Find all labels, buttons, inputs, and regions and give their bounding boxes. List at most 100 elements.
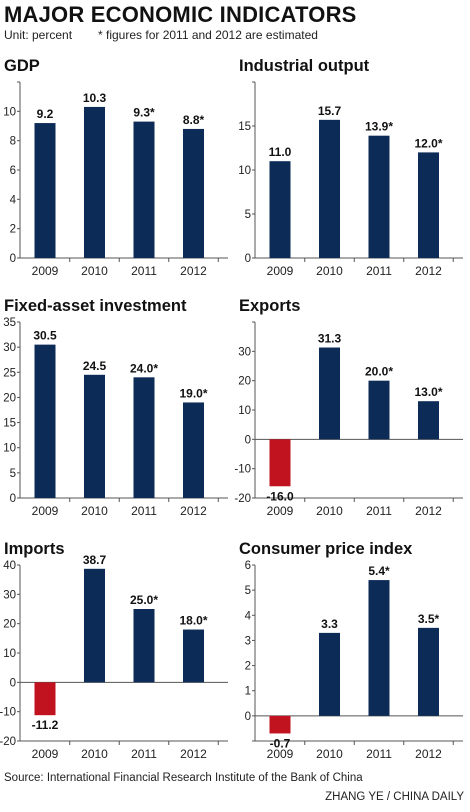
data-label: 9.2 [37,107,54,121]
y-tick-label: 10 [238,405,251,417]
y-tick-label: 4 [245,610,252,622]
x-tick-label: 2009 [267,747,294,761]
bar [319,347,340,440]
data-label: 3.5* [418,612,440,626]
x-tick-label: 2009 [32,264,59,278]
chart-gdp: GDP 0 2 4 6 8 10 9.2 2009 10.3 2010 9.3* 2011 8.8* 201… [3,57,228,278]
bar [133,609,155,683]
x-tick-label: 2009 [32,747,59,761]
y-tick-label: 3 [245,635,251,647]
x-tick-label: 2011 [131,747,157,761]
y-tick-label: 10 [3,648,16,660]
x-tick-label: 2010 [316,747,343,761]
y-tick-label: -10 [234,464,251,476]
page-title: MAJOR ECONOMIC INDICATORS [4,2,357,27]
x-tick-label: 2012 [180,747,207,761]
y-tick-label: 15 [3,418,16,430]
y-tick-label: 35 [3,317,16,329]
chart-title: Consumer price index [239,540,413,558]
bar [133,377,155,498]
x-tick-label: 2010 [81,504,108,518]
y-tick-label: 2 [10,224,16,236]
chart-title: Imports [4,540,65,558]
data-label: 10.3 [83,91,107,105]
y-tick-label: 30 [3,342,16,354]
y-tick-label: 20 [3,619,16,631]
data-label: 9.3* [133,106,155,120]
bar [418,401,439,440]
chart-imports: Imports -20 -10 0 10 20 30 40 -11.2 2009 38.7 2010 2… [0,540,228,761]
y-tick-label: -10 [0,707,16,719]
unit-label: Unit: percent [4,28,73,42]
data-label: 11.0 [269,145,292,159]
chart-title: Fixed-asset investment [4,297,187,315]
y-tick-label: 5 [245,585,251,597]
data-label: 19.0* [179,386,207,400]
y-tick-label: 5 [10,468,16,480]
y-tick-label: 20 [3,392,16,404]
x-tick-label: 2011 [366,264,392,278]
chart-title: GDP [4,57,40,75]
data-label: 38.7 [83,553,107,567]
chart-panel-exports: Exports -20 -10 0 10 20 30 -16.0 2009 31.3 2010 20.… [234,292,470,537]
chart-title: Exports [239,297,300,315]
data-label: -0.7 [270,736,291,750]
chart-fixed-asset-investment: Fixed-asset investment 0 5 10 15 20 25 30 35 30.5… [3,297,228,518]
data-label: 25.0* [130,593,158,607]
chart-panel-industrial-output: Industrial output 0 5 10 15 11.0 2009 15.7 2010 1… [235,52,470,297]
bar [418,627,439,716]
x-tick-label: 2010 [81,747,108,761]
y-tick-label: 40 [3,560,16,572]
x-tick-label: 2011 [131,504,157,518]
bar [34,682,56,716]
x-tick-label: 2010 [316,264,343,278]
x-tick-label: 2012 [415,747,442,761]
credit-line: ZHANG YE / CHINA DAILY [325,791,464,803]
data-label: 15.7 [318,104,342,118]
bar [368,135,390,258]
x-tick-label: 2009 [267,264,294,278]
y-tick-label: 5 [245,209,251,221]
y-tick-label: -20 [0,736,16,748]
bar [269,715,291,734]
chart-panel-gdp: GDP 0 2 4 6 8 10 9.2 2009 10.3 2010 9.3* 2011 8.8* 201… [0,52,235,297]
y-tick-label: 4 [10,194,17,206]
estimate-note: * figures for 2011 and 2012 are estimate… [98,28,318,42]
y-tick-label: 25 [3,367,16,379]
x-tick-label: 2011 [131,264,157,278]
data-label: 30.5 [33,329,57,343]
data-label: 20.0* [365,365,393,379]
y-tick-label: 0 [10,677,16,689]
chart-panel-consumer-price-index: Consumer price index 0 1 2 3 4 5 6 -0.7 2009 3.3 20… [235,535,470,780]
data-label: 5.4* [368,564,390,578]
x-tick-label: 2010 [81,264,108,278]
chart-industrial-output: Industrial output 0 5 10 15 11.0 2009 15.7 2010 1… [238,57,463,278]
y-tick-label: 10 [3,443,16,455]
y-tick-label: 2 [245,661,251,673]
bar [269,439,291,487]
data-label: 31.3 [318,332,342,346]
bar [84,374,105,498]
x-tick-label: 2012 [415,504,442,518]
bar [133,121,155,258]
chart-title: Industrial output [239,57,370,75]
x-tick-label: 2009 [32,504,59,518]
y-tick-label: 8 [10,136,16,148]
x-tick-label: 2012 [415,264,442,278]
data-label: 12.0* [414,136,442,150]
y-tick-label: 6 [245,560,251,572]
data-label: -11.2 [32,718,59,732]
bar [34,123,56,258]
y-tick-label: 0 [10,493,16,505]
bar [368,580,390,716]
data-label: 18.0* [179,614,207,628]
y-tick-label: 0 [10,253,16,265]
y-tick-label: 0 [245,253,251,265]
bar [269,161,291,258]
y-tick-label: 1 [245,686,251,698]
data-label: -16.0 [266,489,294,503]
data-label: 24.0* [130,361,158,375]
x-tick-label: 2012 [180,504,207,518]
